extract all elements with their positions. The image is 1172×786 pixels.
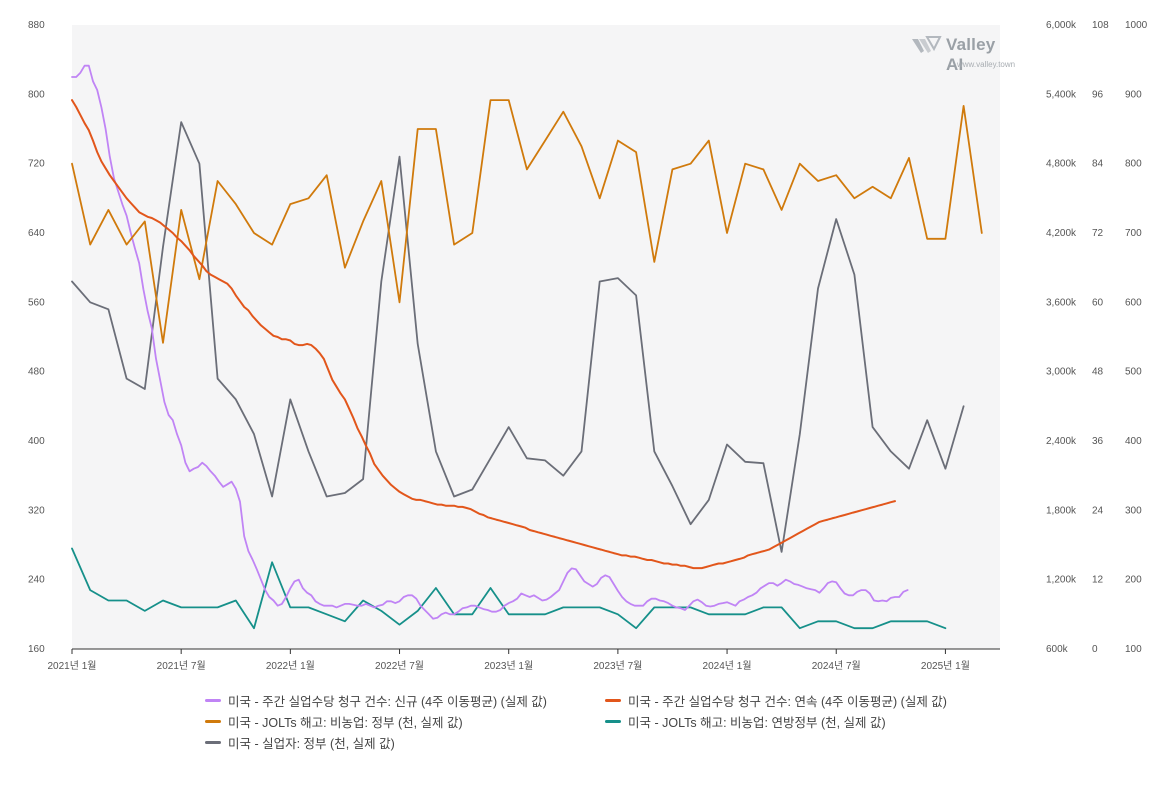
y-left-tick: 400 [28, 436, 45, 447]
y-right1-tick: 4,200k [1046, 228, 1077, 239]
y-right3-tick: 1000 [1125, 20, 1148, 31]
y-left-tick: 880 [28, 20, 45, 31]
legend: 미국 - 주간 실업수당 청구 건수: 신규 (4주 이동평균) (실제 값) … [205, 692, 1005, 751]
x-tick-label: 2024년 7월 [812, 660, 861, 672]
y-right2-tick: 0 [1092, 644, 1098, 655]
y-right1-tick: 3,000k [1046, 367, 1077, 378]
watermark: Valley AI www.valley.town [910, 33, 1015, 74]
y-right1-tick: 6,000k [1046, 20, 1077, 31]
y-left-tick: 240 [28, 575, 45, 586]
legend-label: 미국 - JOLTs 해고: 비농업: 정부 (천, 실제 값) [228, 716, 463, 730]
y-right1-tick: 5,400k [1046, 89, 1077, 100]
y-left-tick: 480 [28, 367, 45, 378]
x-tick-label: 2024년 1월 [703, 660, 752, 672]
legend-label: 미국 - JOLTs 해고: 비농업: 연방정부 (천, 실제 값) [628, 716, 886, 730]
y-right1-tick: 1,200k [1046, 575, 1077, 586]
legend-label: 미국 - 주간 실업수당 청구 건수: 연속 (4주 이동평균) (실제 값) [628, 695, 947, 709]
chart: 160240320400480560640720800880600k1,200k… [28, 20, 1148, 672]
y-right1-tick: 2,400k [1046, 436, 1077, 447]
series-line-jolts-layoffs-federal [71, 547, 947, 630]
y-right3-tick: 300 [1125, 505, 1142, 516]
y-right3-tick: 200 [1125, 575, 1142, 586]
plot-background [72, 25, 1000, 649]
y-right2-tick: 84 [1092, 159, 1104, 170]
legend-item-jolts-gov[interactable]: 미국 - JOLTs 해고: 비농업: 정부 (천, 실제 값) [205, 713, 605, 730]
y-left-tick: 640 [28, 228, 45, 239]
legend-label: 미국 - 주간 실업수당 청구 건수: 신규 (4주 이동평균) (실제 값) [228, 695, 547, 709]
watermark-brand: Valley AI [946, 35, 996, 74]
y-right1-tick: 1,800k [1046, 505, 1077, 516]
y-right3-tick: 500 [1125, 367, 1142, 378]
series-line-jolts-layoffs-gov [71, 99, 983, 344]
series-line-initial-claims [71, 64, 909, 620]
y-right2-tick: 96 [1092, 89, 1104, 100]
y-right3-tick: 600 [1125, 297, 1142, 308]
y-left-tick: 560 [28, 297, 45, 308]
y-right2-tick: 12 [1092, 575, 1104, 586]
x-axis: 2021년 1월 2021년 7월 2022년 1월 2022년 7월 2023년 1월… [48, 648, 1000, 672]
y-right2-tick: 36 [1092, 436, 1104, 447]
y-left-tick: 800 [28, 89, 45, 100]
legend-swatch [205, 699, 221, 702]
x-tick-label: 2023년 1월 [484, 660, 533, 672]
y-right1-tick: 4,800k [1046, 159, 1077, 170]
legend-item-unemployed-gov[interactable]: 미국 - 실업자: 정부 (천, 실제 값) [205, 734, 605, 751]
y-right2-tick: 24 [1092, 505, 1104, 516]
x-tick-label: 2021년 7월 [157, 660, 206, 672]
x-tick-label: 2022년 7월 [375, 660, 424, 672]
y-right1-tick: 600k [1046, 644, 1069, 655]
legend-swatch [205, 720, 221, 723]
legend-swatch [205, 741, 221, 744]
y-right3-tick: 100 [1125, 644, 1142, 655]
y-right2-tick: 108 [1092, 20, 1109, 31]
legend-item-initial-claims[interactable]: 미국 - 주간 실업수당 청구 건수: 신규 (4주 이동평균) (실제 값) [205, 692, 605, 709]
x-tick-label: 2025년 1월 [921, 660, 970, 672]
watermark-url: www.valley.town [957, 60, 1016, 69]
y-right3-tick: 900 [1125, 89, 1142, 100]
valley-logo-icon [912, 36, 942, 53]
legend-swatch [605, 699, 621, 702]
y-left-tick: 320 [28, 505, 45, 516]
x-tick-label: 2021년 1월 [48, 660, 97, 672]
y-left-tick: 720 [28, 159, 45, 170]
legend-label: 미국 - 실업자: 정부 (천, 실제 값) [228, 737, 395, 751]
y-right2-tick: 48 [1092, 367, 1104, 378]
y-right2-tick: 60 [1092, 297, 1104, 308]
x-tick-label: 2022년 1월 [266, 660, 315, 672]
legend-item-jolts-federal[interactable]: 미국 - JOLTs 해고: 비농업: 연방정부 (천, 실제 값) [605, 713, 1005, 730]
series-line-continuing-claims [71, 99, 896, 570]
y-right3-tick: 700 [1125, 228, 1142, 239]
legend-item-continuing-claims[interactable]: 미국 - 주간 실업수당 청구 건수: 연속 (4주 이동평균) (실제 값) [605, 692, 1005, 709]
series-lines [71, 64, 983, 630]
y-right3-tick: 800 [1125, 159, 1142, 170]
x-tick-label: 2023년 7월 [593, 660, 642, 672]
y-right2-tick: 72 [1092, 228, 1104, 239]
y-right3-tick: 400 [1125, 436, 1142, 447]
y-right1-tick: 3,600k [1046, 297, 1077, 308]
legend-swatch [605, 720, 621, 723]
y-axis-ticks: 160240320400480560640720800880600k1,200k… [28, 20, 1148, 655]
series-line-unemployed-gov [71, 121, 965, 553]
y-left-tick: 160 [28, 644, 45, 655]
